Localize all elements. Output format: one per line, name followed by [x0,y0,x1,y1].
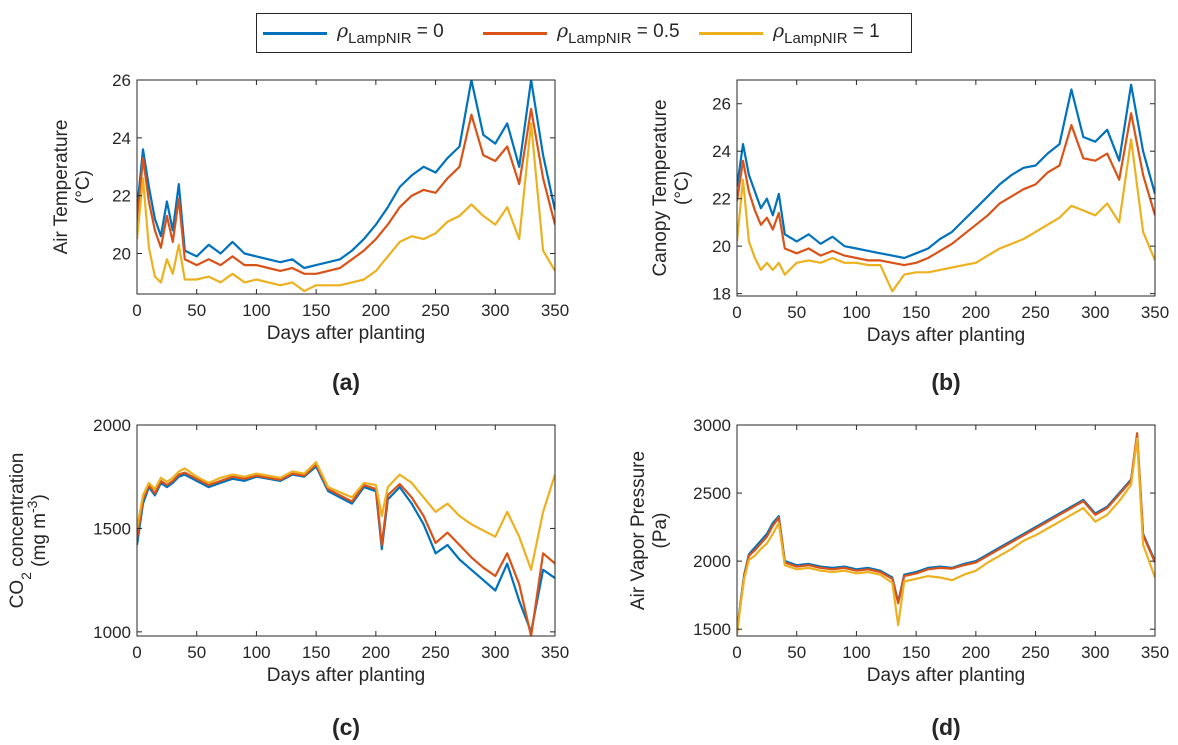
x-tick-label: 50 [787,643,806,662]
y-tick-label: 20 [712,237,731,256]
panel-b: 0 50 100 150 200 250 300 350 18 20 22 24 26 Days afte… [650,79,1169,395]
legend-value: = 0.5 [631,21,680,42]
x-tick-label: 250 [1021,303,1049,322]
x-tick-label: 0 [132,643,141,662]
x-tick-label: 300 [1081,303,1109,322]
series-line-rho-1 [737,138,1155,293]
x-tick-label: 200 [362,643,390,662]
x-axis-label: Days after planting [267,323,425,344]
legend-symbol: ρ [557,20,569,42]
y-axis-unit: (°C) [73,170,94,204]
y-tick-label: 1500 [693,620,731,639]
x-tick-label: 100 [842,303,870,322]
series-line-rho-0-5 [737,432,1155,634]
legend-value: = 0 [411,21,444,42]
x-tick-label: 0 [132,301,141,320]
x-tick-label: 200 [362,301,390,320]
y-tick-label: 22 [112,187,131,206]
y-tick-label: 24 [712,142,731,161]
x-tick-label: 150 [902,643,930,662]
series-line-rho-0 [737,434,1155,633]
series-line-rho-0 [737,83,1155,260]
series-line-rho-0 [137,80,555,270]
y-tick-label: 2000 [93,416,131,435]
legend: ρLampNIR = 0 ρLampNIR = 0.5 ρLampNIR = 1 [256,13,912,53]
panel-d: 0 50 100 150 200 250 300 350 1500 2000 2500 3000 Day… [628,416,1169,740]
x-tick-label: 100 [242,643,270,662]
x-tick-label: 100 [242,301,270,320]
series-line-rho-0-5 [737,112,1155,267]
x-tick-label: 300 [481,643,509,662]
legend-swatch-rho-0-5 [483,32,547,35]
x-tick-label: 300 [481,301,509,320]
y-tick-label: 20 [112,245,131,264]
legend-subscript: LampNIR [568,30,632,47]
legend-swatch-rho-0 [263,32,327,35]
y-axis-label: Canopy Temperature [650,99,671,276]
y-tick-label: 3000 [693,416,731,435]
y-tick-label: 2500 [693,484,731,503]
x-tick-label: 300 [1081,643,1109,662]
y-tick-label: 24 [112,129,131,148]
series-line-rho-0-5 [137,463,555,636]
series-line-rho-0-5 [137,107,555,275]
x-tick-label: 200 [962,643,990,662]
panel-c: 0 50 100 150 200 250 300 350 1000 1500 2000 Days af… [7,416,569,740]
y-axis-unit: (mg m-3) [24,494,50,567]
legend-swatch-rho-1 [699,32,763,35]
axes-box [736,424,1156,637]
panel-label: (c) [332,714,360,740]
x-axis-label: Days after planting [867,665,1025,686]
y-axis-unit: (°C) [672,171,693,205]
x-tick-label: 250 [421,301,449,320]
x-tick-label: 350 [541,643,569,662]
x-tick-label: 350 [1141,643,1169,662]
x-tick-label: 50 [787,303,806,322]
x-tick-label: 150 [302,301,330,320]
y-tick-label: 1500 [93,519,131,538]
panel-label: (d) [931,714,960,740]
series-line-rho-1 [737,437,1155,635]
legend-symbol: ρ [337,20,349,42]
legend-value: = 1 [847,21,880,42]
x-tick-label: 150 [902,303,930,322]
y-tick-label: 18 [712,285,731,304]
y-tick-label: 26 [712,95,731,114]
legend-symbol: ρ [773,20,785,42]
y-tick-label: 2000 [693,552,731,571]
y-axis-unit: (Pa) [650,513,671,549]
series-line-rho-1 [137,461,555,571]
x-tick-label: 0 [732,303,741,322]
y-tick-label: 26 [112,71,131,90]
legend-subscript: LampNIR [784,30,848,47]
panel-label: (b) [931,369,960,395]
y-axis-label: Air Temperature [51,120,72,255]
x-tick-label: 350 [1141,303,1169,322]
x-tick-label: 350 [541,301,569,320]
panel-a: 0 50 100 150 200 250 300 350 20 22 24 26 Days after … [51,71,569,395]
y-tick-label: 22 [712,190,731,209]
y-axis-label: Air Vapor Pressure [628,451,649,610]
x-tick-label: 0 [732,643,741,662]
x-tick-label: 250 [1021,643,1049,662]
x-tick-label: 50 [187,643,206,662]
x-tick-label: 150 [302,643,330,662]
x-tick-label: 100 [842,643,870,662]
panel-label: (a) [332,369,360,395]
x-axis-label: Days after planting [267,665,425,686]
x-tick-label: 50 [187,301,206,320]
y-tick-label: 1000 [93,623,131,642]
series-line-rho-1 [137,122,555,293]
axes-box [136,424,556,637]
x-axis-label: Days after planting [867,325,1025,346]
legend-subscript: LampNIR [348,30,412,47]
series-line-rho-0 [137,465,555,634]
y-axis-label: CO2 concentration [7,453,34,609]
axes-box [136,79,556,295]
axes-box [736,79,1156,297]
x-tick-label: 250 [421,643,449,662]
x-tick-label: 200 [962,303,990,322]
